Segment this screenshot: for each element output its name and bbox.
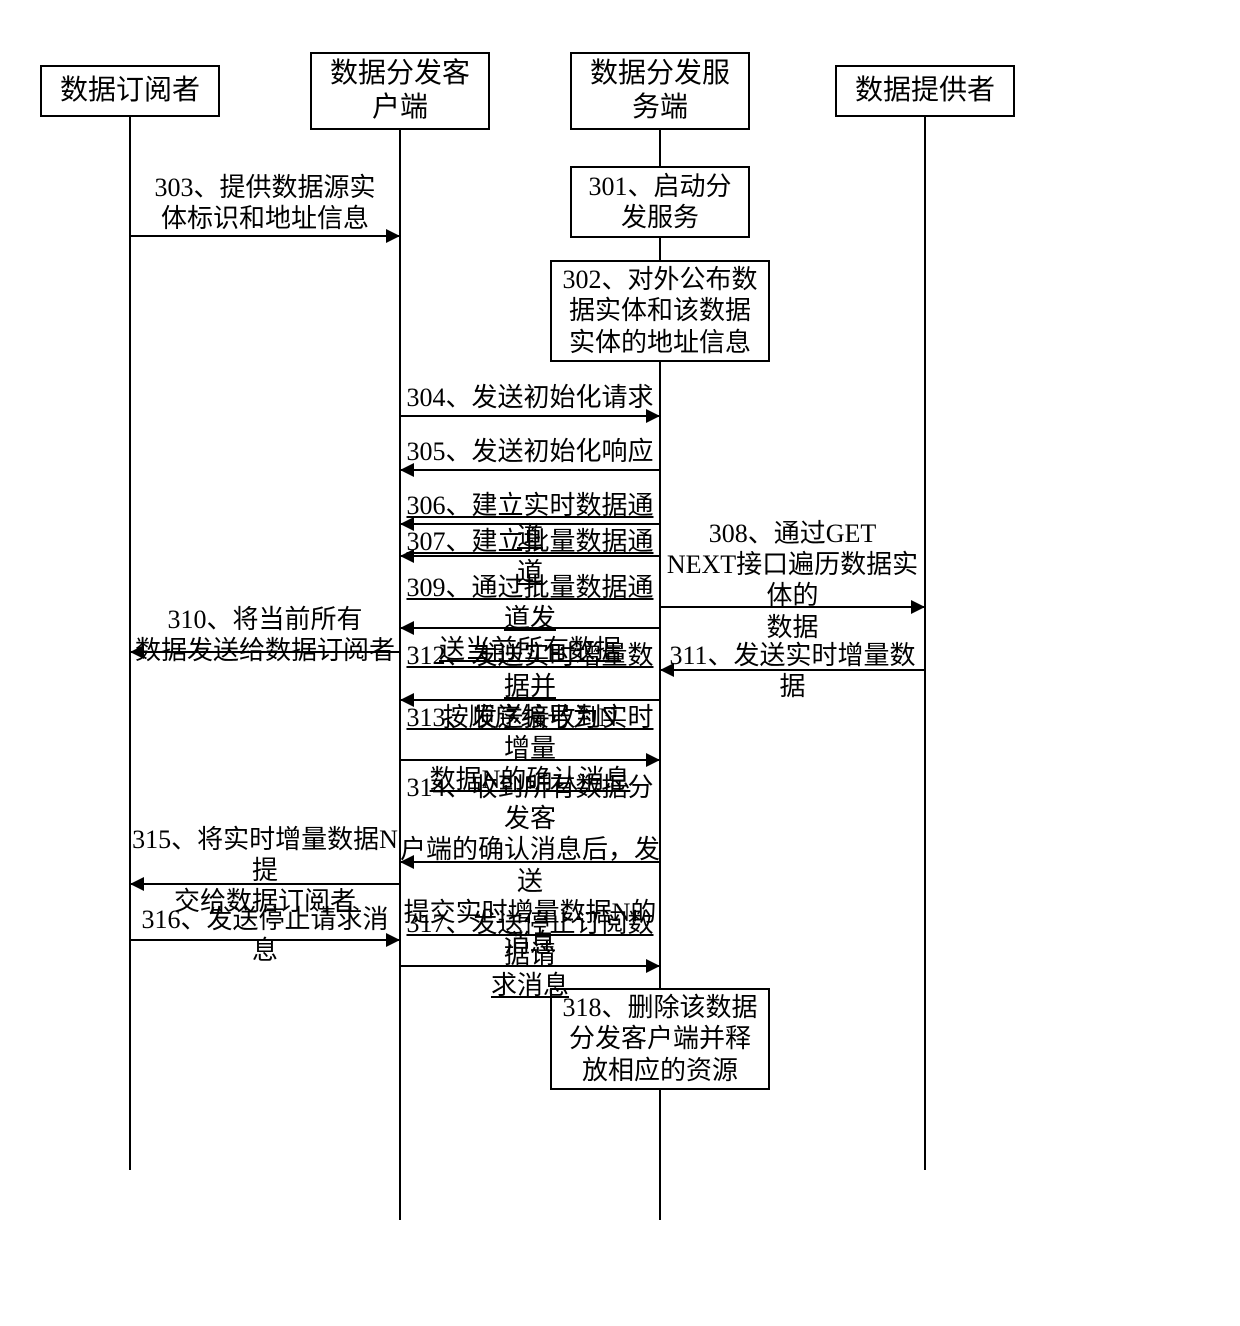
- note-box: 302、对外公布数 据实体和该数据 实体的地址信息: [550, 260, 770, 362]
- message-label: 317、发送停止订阅数据请 求消息: [400, 908, 660, 1002]
- actor-label: 数据订阅者: [60, 74, 200, 108]
- actor-subscriber: 数据订阅者: [40, 65, 220, 117]
- actor-client: 数据分发客 户端: [310, 52, 490, 130]
- message-label: 304、发送初始化请求: [400, 382, 660, 413]
- message-label: 305、发送初始化响应: [400, 436, 660, 467]
- message-label: 311、发送实时增量数据: [660, 640, 925, 702]
- actor-label: 数据分发客 户端: [330, 57, 470, 124]
- message-label: 310、将当前所有 数据发送给数据订阅者: [130, 604, 400, 666]
- actor-label: 数据提供者: [855, 74, 995, 108]
- actor-provider: 数据提供者: [835, 65, 1015, 117]
- note-label: 318、删除该数据 分发客户端并释 放相应的资源: [562, 992, 757, 1086]
- note-box: 301、启动分 发服务: [570, 166, 750, 238]
- message-label: 303、提供数据源实 体标识和地址信息: [130, 172, 400, 234]
- note-label: 302、对外公布数 据实体和该数据 实体的地址信息: [562, 264, 757, 358]
- actor-label: 数据分发服 务端: [590, 57, 730, 124]
- note-box: 318、删除该数据 分发客户端并释 放相应的资源: [550, 988, 770, 1090]
- message-label: 316、发送停止请求消息: [130, 904, 400, 966]
- actor-server: 数据分发服 务端: [570, 52, 750, 130]
- message-label: 308、通过GET NEXT接口遍历数据实体的 数据: [660, 518, 925, 643]
- note-label: 301、启动分 发服务: [588, 171, 731, 233]
